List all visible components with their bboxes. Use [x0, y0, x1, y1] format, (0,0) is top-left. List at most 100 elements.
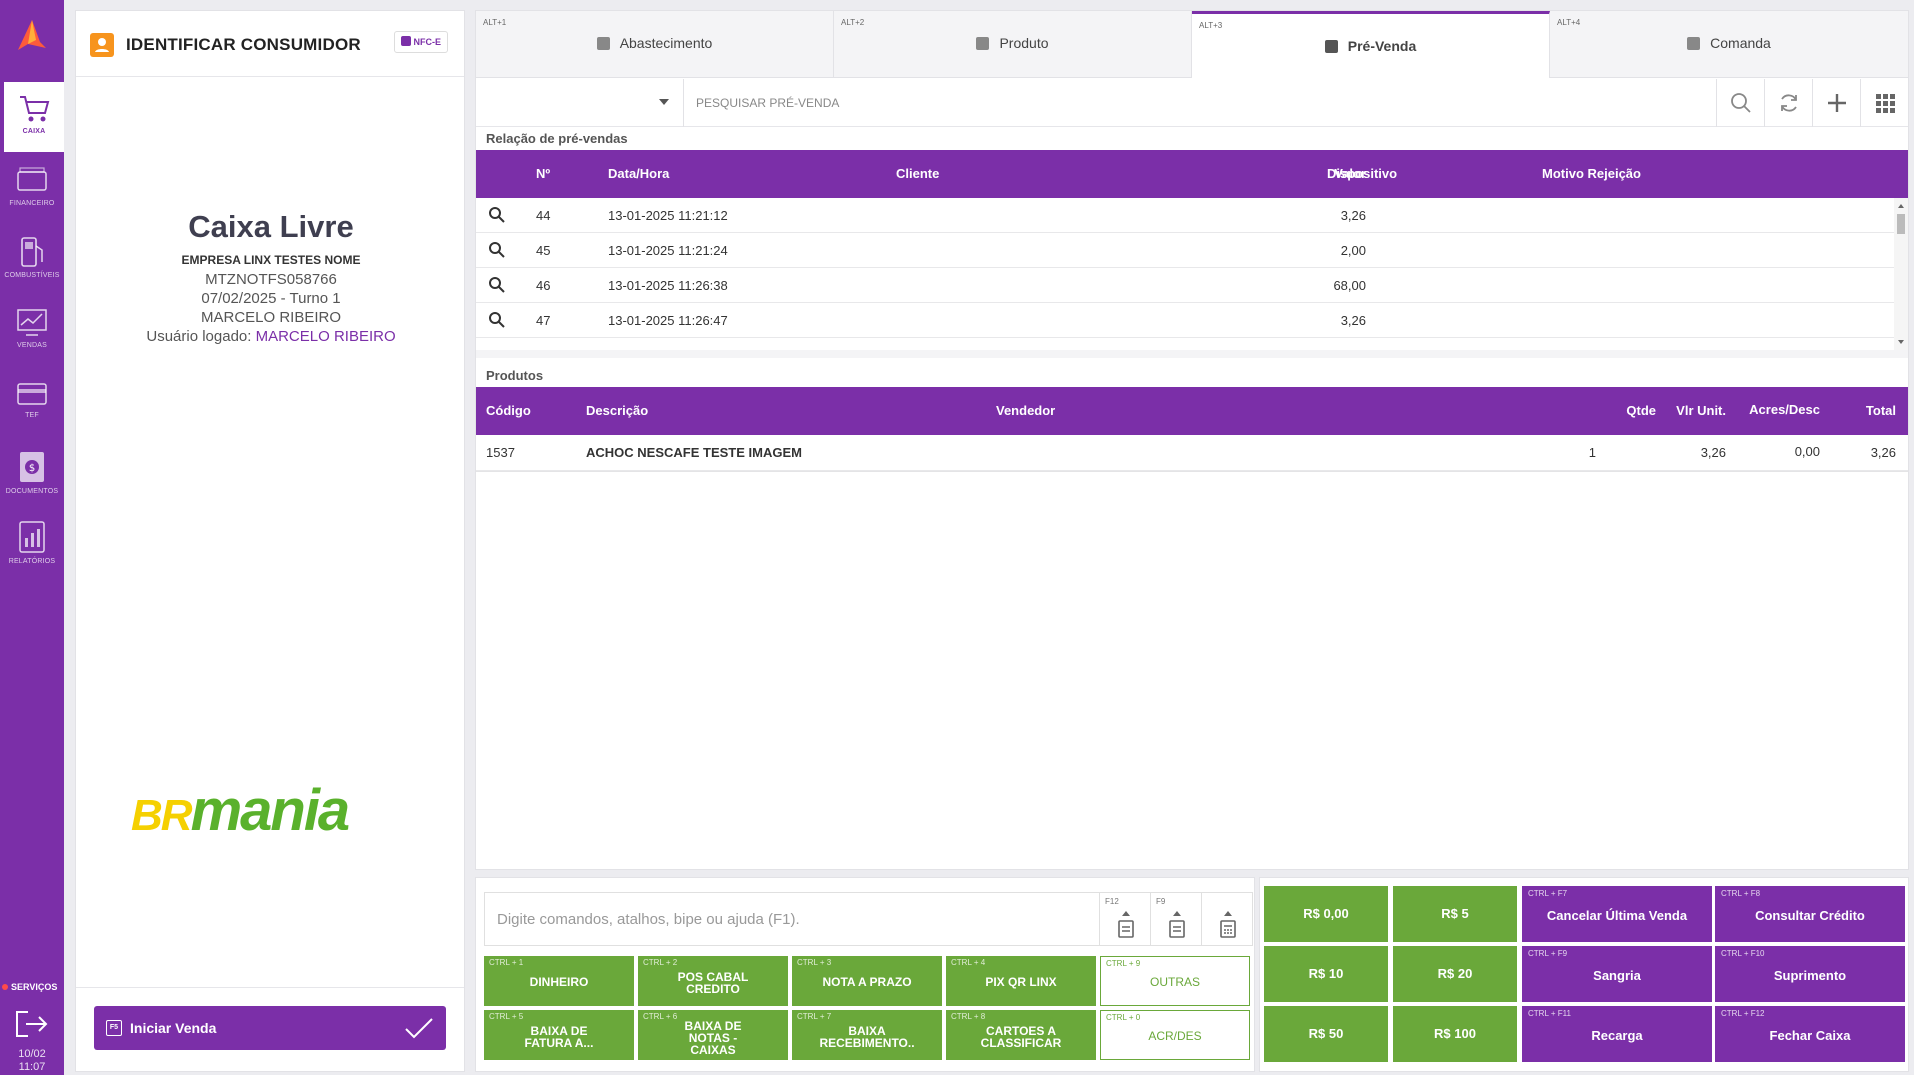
status-dot-icon	[2, 984, 8, 990]
col-seller: Vendedor	[996, 403, 1056, 418]
table-row[interactable]: 47 13-01-2025 11:26:47 3,26	[476, 303, 1894, 338]
amount-50-button[interactable]: R$ 50	[1264, 1006, 1388, 1062]
search-button[interactable]	[1716, 79, 1764, 127]
nav-item-combustiveis[interactable]: COMBUSTÍVEIS	[0, 224, 64, 294]
cart-icon	[976, 37, 990, 50]
weight-icon	[1169, 911, 1185, 938]
scale-f12-button[interactable]: F12	[1100, 892, 1151, 946]
baixa-recebimento-button[interactable]: CTRL + 7 BAIXA RECEBIMENTO..	[792, 1010, 942, 1060]
cartoes-classificar-button[interactable]: CTRL + 8 CARTOES A CLASSIFICAR	[946, 1010, 1096, 1060]
search-icon[interactable]	[488, 311, 506, 329]
logout-icon[interactable]	[14, 1008, 50, 1040]
sangria-button[interactable]: CTRL + F9 Sangria	[1522, 946, 1712, 1002]
amount-0-button[interactable]: R$ 0,00	[1264, 886, 1388, 942]
filter-select[interactable]	[476, 79, 684, 127]
consumer-header[interactable]: IDENTIFICAR CONSUMIDOR NFC-E	[76, 11, 464, 77]
col-value: Valor	[1334, 166, 1366, 181]
scroll-thumb[interactable]	[1897, 214, 1905, 234]
refresh-icon	[1781, 94, 1797, 112]
pay-dinheiro-button[interactable]: CTRL + 1 DINHEIRO	[484, 956, 634, 1006]
pay-outras-button[interactable]: CTRL + 9 OUTRAS	[1100, 956, 1250, 1006]
refresh-button[interactable]	[1764, 79, 1812, 127]
cancel-last-sale-button[interactable]: CTRL + F7 Cancelar Última Venda	[1522, 886, 1712, 942]
search-icon[interactable]	[488, 276, 506, 294]
nav-label: FINANCEIRO	[9, 200, 55, 207]
app-logo-icon[interactable]	[18, 20, 46, 54]
nav-item-tef[interactable]: TEF	[0, 368, 64, 438]
recarga-button[interactable]: CTRL + F11 Recarga	[1522, 1006, 1712, 1062]
baixa-fatura-button[interactable]: CTRL + 5 BAIXA DE FATURA A...	[484, 1010, 634, 1060]
table-row[interactable]: 44 13-01-2025 11:21:12 3,26	[476, 198, 1894, 233]
tab-label: Pré-Venda	[1347, 38, 1417, 54]
cashier-info: Caixa Livre EMPRESA LINX TESTES NOME MTZ…	[76, 207, 466, 346]
tab-produto[interactable]: ALT+2 Produto	[834, 11, 1192, 77]
scroll-down-icon[interactable]	[1898, 340, 1904, 344]
col-desc: Descrição	[586, 403, 649, 418]
grid-menu-button[interactable]	[1860, 79, 1908, 127]
check-credit-button[interactable]: CTRL + F8 Consultar Crédito	[1715, 886, 1905, 942]
baixa-notas-button[interactable]: CTRL + 6 BAIXA DE NOTAS - CAIXAS	[638, 1010, 788, 1060]
pay-nota-prazo-button[interactable]: CTRL + 3 NOTA A PRAZO	[792, 956, 942, 1006]
command-input[interactable]	[484, 892, 1100, 946]
products-header-disc	[476, 387, 1908, 435]
nav-time: 11:07	[18, 1061, 46, 1073]
products-header: Código Descrição Vendedor Qtde Vlr Unit.…	[476, 387, 1908, 435]
tab-pre-venda[interactable]: ALT+3 Pré-Venda	[1192, 11, 1550, 78]
start-sale-label: Iniciar Venda	[130, 1020, 217, 1036]
presales-header-right: Dispositivo Motivo Rejeição	[476, 150, 1908, 198]
logged-user: Usuário logado: MARCELO RIBEIRO	[76, 327, 466, 346]
scale-f9-button[interactable]: F9	[1151, 892, 1202, 946]
products-title: Produtos	[486, 368, 544, 383]
services-label: SERVIÇOS	[11, 982, 58, 992]
fuel-pump-icon	[21, 237, 43, 267]
search-input[interactable]	[684, 79, 1724, 127]
nav-item-financeiro[interactable]: FINANCEIRO	[0, 154, 64, 224]
search-icon[interactable]	[488, 241, 506, 259]
terminal-code: MTZNOTFS058766	[205, 271, 337, 288]
nav-item-vendas[interactable]: VENDAS	[0, 296, 64, 366]
search-icon[interactable]	[488, 206, 506, 224]
table-row[interactable]: 46 13-01-2025 11:26:38 68,00	[476, 268, 1894, 303]
search-icon	[1731, 93, 1751, 113]
brand-logo: BRmania	[131, 778, 350, 843]
close-cashier-button[interactable]: CTRL + F12 Fechar Caixa	[1715, 1006, 1905, 1062]
nfce-label: NFC-E	[413, 37, 442, 47]
document-icon: $	[20, 452, 44, 482]
tab-abastecimento[interactable]: ALT+1 Abastecimento	[476, 11, 834, 77]
pay-pix-button[interactable]: CTRL + 4 PIX QR LINX	[946, 956, 1096, 1006]
col-num: Nº	[536, 166, 551, 181]
consumer-title: IDENTIFICAR CONSUMIDOR	[126, 35, 361, 54]
services-status[interactable]: SERVIÇOS	[2, 982, 57, 992]
start-sale-button[interactable]: F5 Iniciar Venda	[94, 1006, 446, 1050]
tab-comanda[interactable]: ALT+4 Comanda	[1550, 11, 1908, 77]
svg-text:$: $	[29, 463, 35, 474]
amount-5-button[interactable]: R$ 5	[1393, 886, 1517, 942]
amount-10-button[interactable]: R$ 10	[1264, 946, 1388, 1002]
nav-label: CAIXA	[22, 128, 46, 135]
acr-des-button[interactable]: CTRL + 0 ACR/DES	[1100, 1010, 1250, 1060]
suprimento-button[interactable]: CTRL + F10 Suprimento	[1715, 946, 1905, 1002]
cashier-status: Caixa Livre	[188, 209, 354, 244]
table-row[interactable]: 1537 ACHOC NESCAFE TESTE IMAGEM 1 3,26 3…	[476, 435, 1908, 471]
nfce-badge[interactable]: NFC-E	[393, 31, 448, 53]
scroll-up-icon[interactable]	[1898, 204, 1904, 208]
amount-20-button[interactable]: R$ 20	[1393, 946, 1517, 1002]
table-row[interactable]: 45 13-01-2025 11:21:24 2,00	[476, 233, 1894, 268]
tab-shortcut: ALT+1	[483, 18, 507, 27]
amount-100-button[interactable]: R$ 100	[1393, 1006, 1517, 1062]
weight-icon	[1118, 911, 1134, 938]
add-button[interactable]	[1812, 79, 1860, 127]
receipt-icon	[400, 36, 411, 46]
nav-item-documentos[interactable]: $ DOCUMENTOS	[0, 438, 64, 508]
nav-label: COMBUSTÍVEIS	[4, 272, 60, 279]
calculator-button[interactable]	[1202, 892, 1253, 946]
logged-label: Usuário logado:	[146, 328, 256, 345]
grid-icon	[1876, 94, 1895, 113]
nav-item-caixa[interactable]: CAIXA	[0, 82, 64, 152]
pay-pos-cabal-button[interactable]: CTRL + 2 POS CABAL CREDITO	[638, 956, 788, 1006]
nav-date: 10/02	[18, 1048, 46, 1060]
tab-label: Abastecimento	[619, 35, 713, 51]
tab-bar: ALT+1 Abastecimento ALT+2 Produto ALT+3 …	[476, 11, 1908, 78]
nav-item-relatorios[interactable]: RELATÓRIOS	[0, 508, 64, 578]
presales-scrollbar[interactable]	[1894, 198, 1908, 350]
